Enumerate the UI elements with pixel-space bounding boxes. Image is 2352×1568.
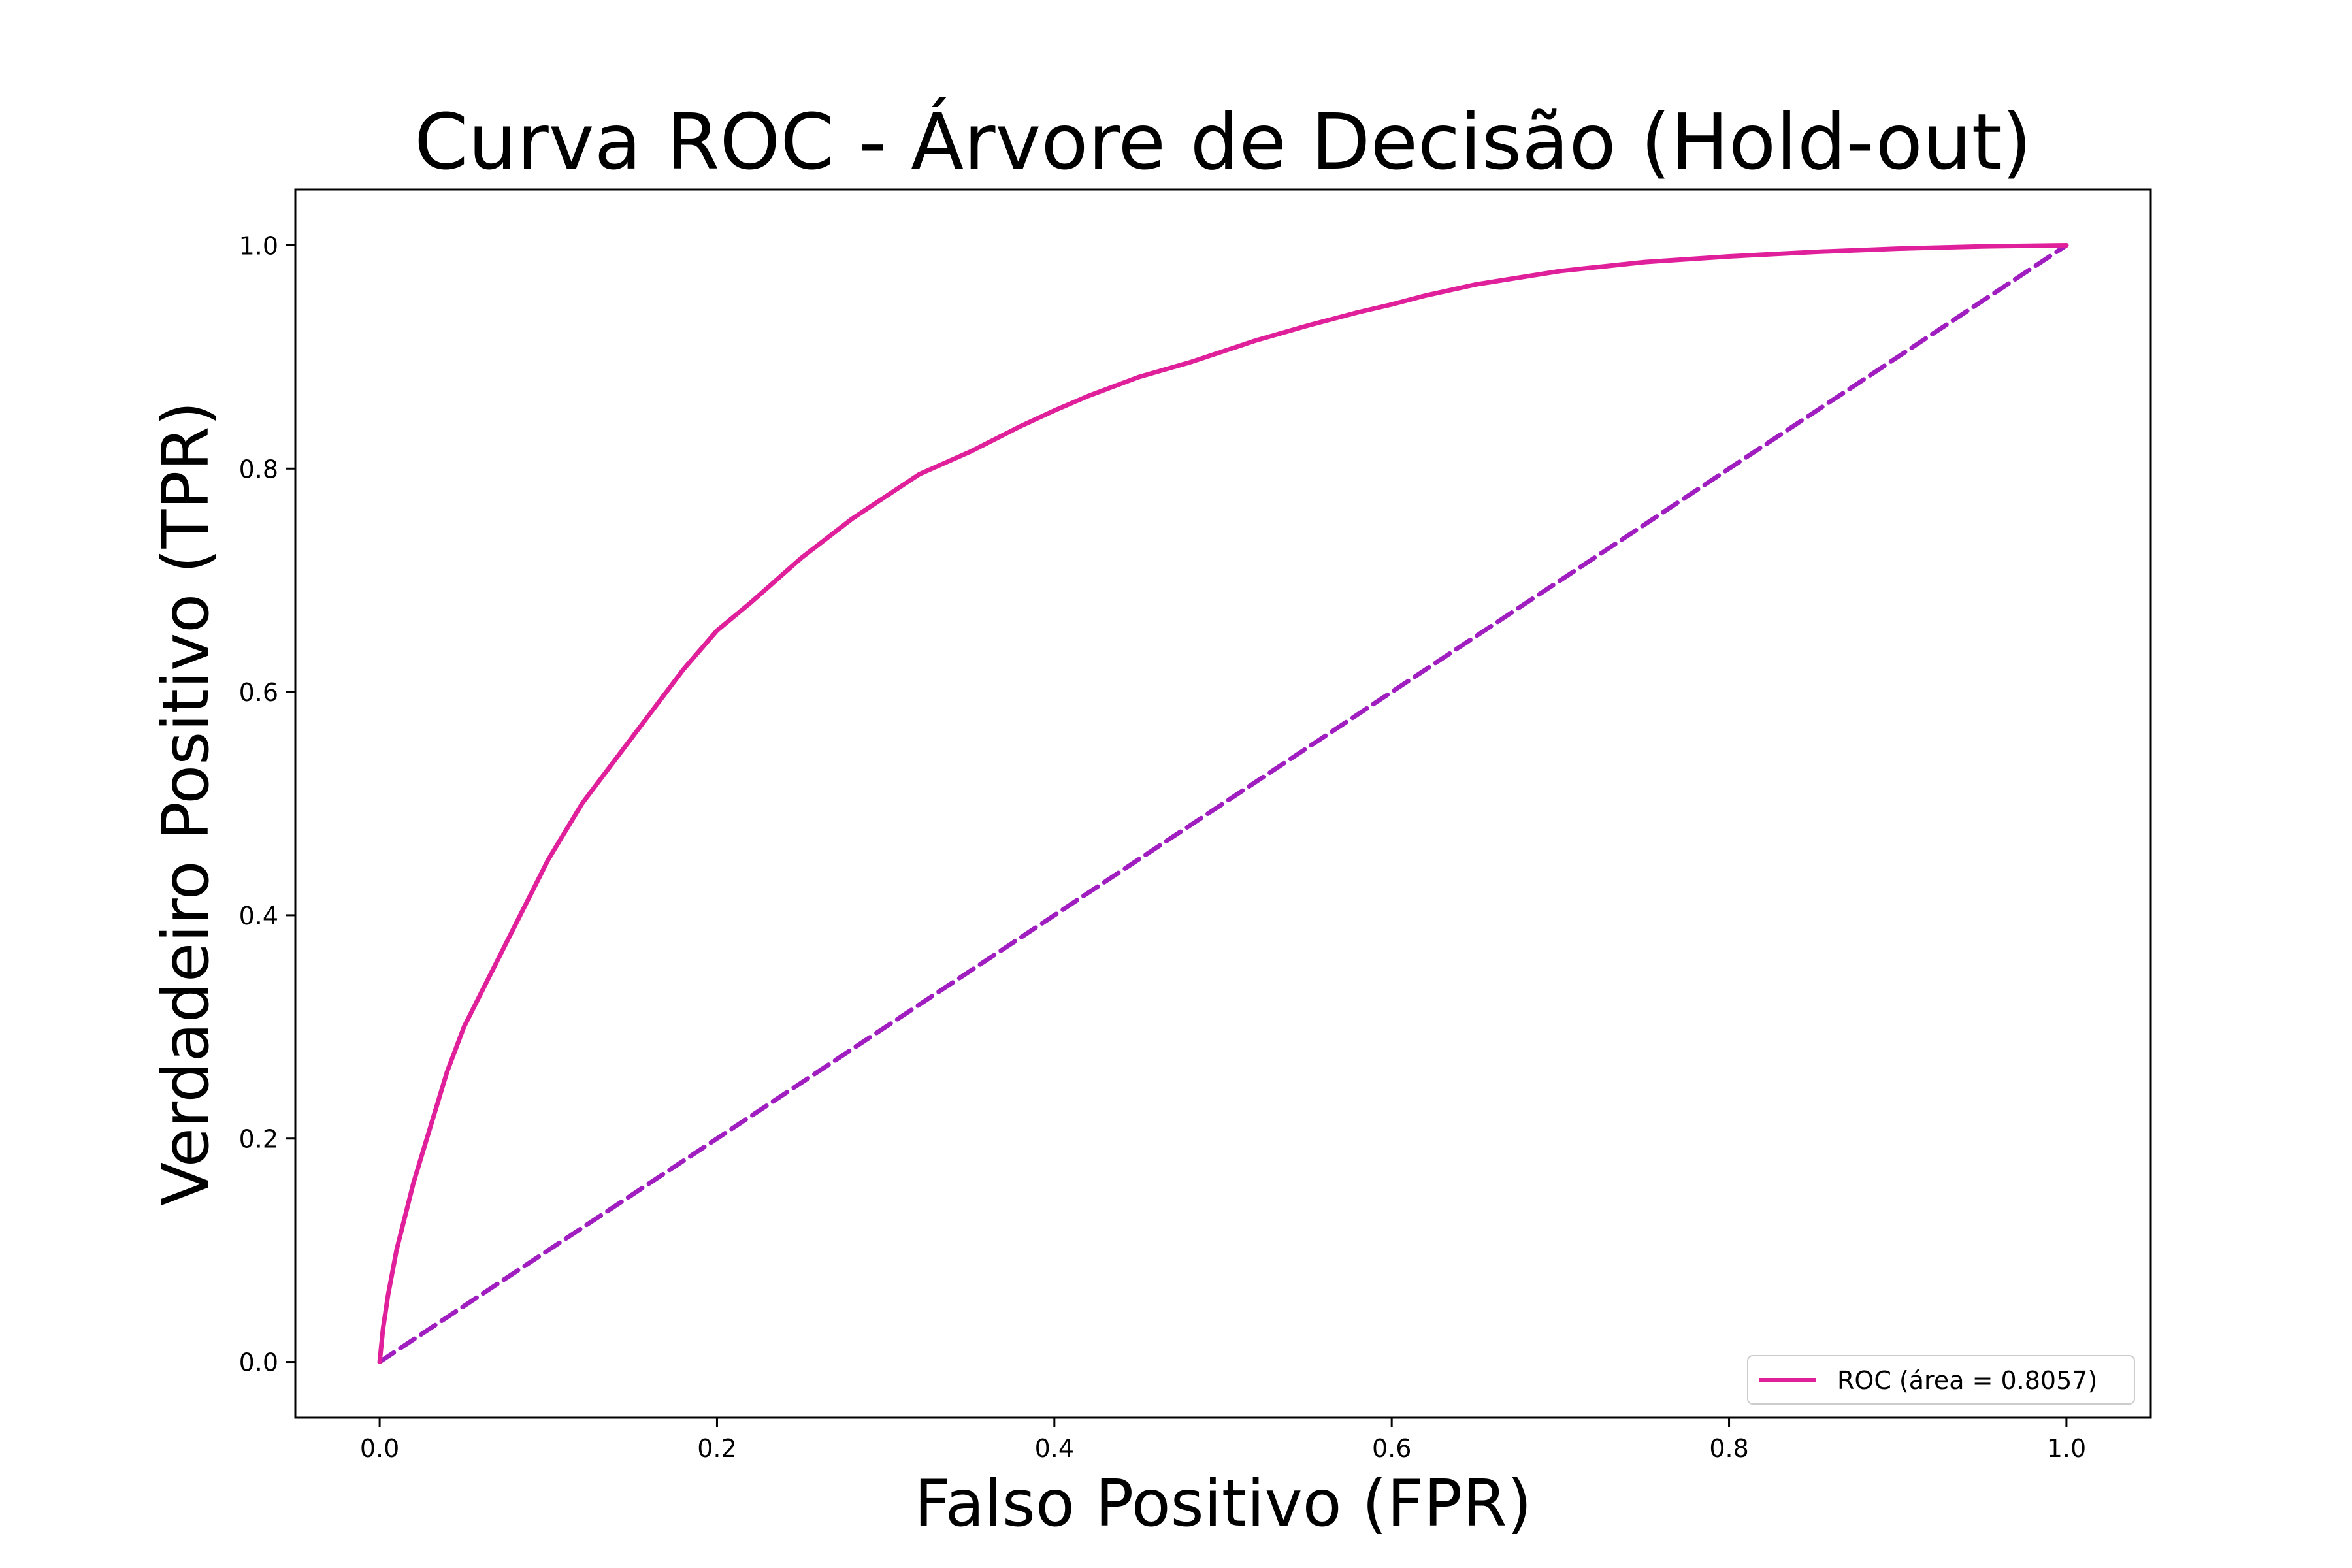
y-tick-label: 1.0	[239, 231, 278, 260]
x-tick-label: 0.8	[1709, 1434, 1748, 1463]
legend: ROC (área = 0.8057)	[1747, 1355, 2135, 1405]
y-axis-label: Verdadeiro Positivo (TPR)	[149, 401, 223, 1206]
y-tick-label: 0.4	[239, 902, 278, 930]
reference-diagonal-line	[377, 243, 2069, 1364]
x-tick-label: 0.0	[360, 1434, 399, 1463]
legend-box	[1747, 1355, 2135, 1405]
roc-curve-line	[377, 243, 2069, 1364]
y-tick-label: 0.6	[239, 678, 278, 707]
x-tick-label: 0.4	[1035, 1434, 1074, 1463]
x-tick-label: 0.2	[697, 1434, 736, 1463]
series-layer	[377, 243, 2069, 1364]
x-axis-label: Falso Positivo (FPR)	[914, 1467, 1531, 1541]
legend-label: ROC (área = 0.8057)	[1837, 1366, 2097, 1395]
x-tick-label: 0.6	[1372, 1434, 1411, 1463]
plot-area	[294, 188, 2152, 1419]
y-tick-label: 0.2	[239, 1125, 278, 1154]
y-tick-label: 0.0	[239, 1348, 278, 1377]
y-tick-label: 0.8	[239, 455, 278, 483]
x-axis: 0.0 0.2 0.4 0.6 0.8 1.0	[360, 1418, 2086, 1463]
x-tick-label: 1.0	[2047, 1434, 2086, 1463]
chart-title: Curva ROC - Árvore de Decisão (Hold-out)	[414, 97, 2032, 187]
y-axis: 0.0 0.2 0.4 0.6 0.8 1.0	[239, 231, 295, 1377]
